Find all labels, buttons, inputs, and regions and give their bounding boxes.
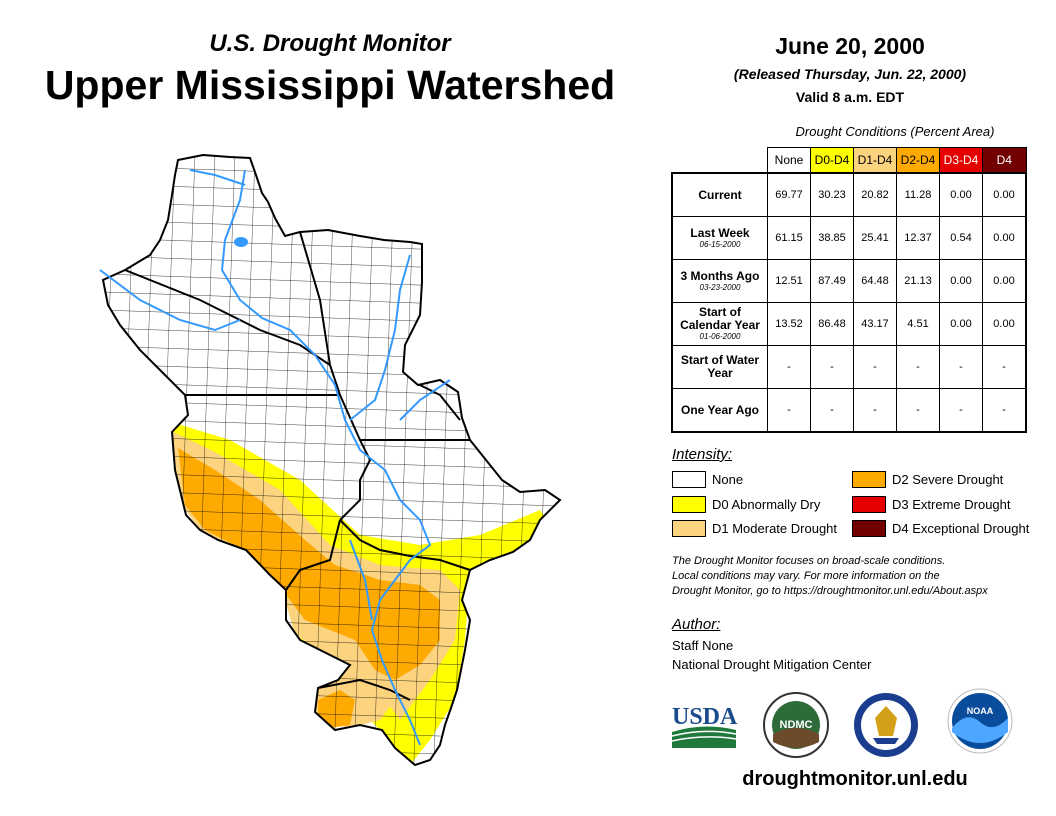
svg-text:NOAA: NOAA [967, 706, 994, 716]
author-title: Author: [672, 616, 721, 633]
cell: 0.00 [982, 302, 1027, 346]
website-url[interactable]: droughtmonitor.unl.edu [742, 768, 968, 790]
cell: - [853, 388, 897, 433]
legend-item-none: None [672, 471, 743, 488]
table-row: Last Week 06-15-2000 61.15 38.85 25.41 12… [671, 216, 1027, 260]
legend-item-d4: D4 Exceptional Drought [852, 520, 1029, 537]
rivers [99, 169, 451, 746]
row-label: Last Week 06-15-2000 [671, 216, 768, 260]
col-none: None [767, 147, 811, 174]
svg-text:NDMC: NDMC [780, 719, 813, 731]
conditions-table: None D0-D4 D1-D4 D2-D4 D3-D4 D4 Current … [671, 147, 1027, 433]
cell: - [939, 388, 983, 433]
table-header-row: None D0-D4 D1-D4 D2-D4 D3-D4 D4 [672, 147, 1027, 174]
cell: 0.00 [982, 259, 1027, 303]
cell: 20.82 [853, 172, 897, 217]
cell: 21.13 [896, 259, 940, 303]
cell: 30.23 [810, 172, 854, 217]
cell: - [896, 345, 940, 389]
legend-swatch [672, 471, 706, 488]
table-caption: Drought Conditions (Percent Area) [795, 124, 995, 139]
header-blank [672, 148, 768, 174]
cell: - [939, 345, 983, 389]
cell: 12.37 [896, 216, 940, 260]
cell: 0.00 [939, 172, 983, 217]
cell: 0.00 [939, 302, 983, 346]
ndmc-logo: NDMC [763, 692, 829, 758]
cell: - [896, 388, 940, 433]
cell: 69.77 [767, 172, 811, 217]
cell: - [982, 345, 1027, 389]
legend-swatch [852, 496, 886, 513]
legend-swatch [672, 520, 706, 537]
col-d3-d4: D3-D4 [939, 147, 983, 174]
cell: 0.00 [982, 172, 1027, 217]
cell: 13.52 [767, 302, 811, 346]
author-org: National Drought Mitigation Center [672, 657, 872, 672]
table-row: Start of Water Year - - - - - - [671, 345, 1027, 389]
commerce-seal-logo [854, 693, 918, 757]
table-row: 3 Months Ago 03-23-2000 12.51 87.49 64.48… [671, 259, 1027, 303]
row-label: Start of Water Year [671, 345, 768, 389]
svg-text:USDA: USDA [672, 704, 738, 730]
cell: 43.17 [853, 302, 897, 346]
disclaimer-note: The Drought Monitor focuses on broad-sca… [672, 555, 988, 597]
legend-swatch [672, 496, 706, 513]
cell: 25.41 [853, 216, 897, 260]
row-label: 3 Months Ago 03-23-2000 [671, 259, 768, 303]
cell: 0.00 [939, 259, 983, 303]
cell: 61.15 [767, 216, 811, 260]
basin-outline [101, 153, 562, 767]
map-date: June 20, 2000 [775, 33, 925, 59]
legend-swatch [852, 520, 886, 537]
table-row: Start of Calendar Year 01-06-2000 13.52 8… [671, 302, 1027, 346]
cell: - [853, 345, 897, 389]
col-d1-d4: D1-D4 [853, 147, 897, 174]
row-label: Start of Calendar Year 01-06-2000 [671, 302, 768, 346]
legend-item-d3: D3 Extreme Drought [852, 496, 1011, 513]
program-title: U.S. Drought Monitor [209, 30, 451, 57]
cell: 4.51 [896, 302, 940, 346]
cell: 0.54 [939, 216, 983, 260]
legend-item-d1: D1 Moderate Drought [672, 520, 837, 537]
table-row: One Year Ago - - - - - - [671, 388, 1027, 433]
row-label: Current [671, 172, 768, 217]
cell: - [810, 345, 854, 389]
cell: - [982, 388, 1027, 433]
legend-item-d0: D0 Abnormally Dry [672, 496, 820, 513]
release-date: (Released Thursday, Jun. 22, 2000) [733, 66, 967, 82]
region-title: Upper Mississippi Watershed [44, 62, 616, 108]
cell: 11.28 [896, 172, 940, 217]
cell: 0.00 [982, 216, 1027, 260]
cell: 38.85 [810, 216, 854, 260]
noaa-logo: NOAA [947, 688, 1013, 754]
usda-logo: USDA [671, 704, 738, 748]
drought-map [99, 153, 562, 767]
cell: 12.51 [767, 259, 811, 303]
legend-item-d2: D2 Severe Drought [852, 471, 1003, 488]
legend-title: Intensity: [672, 446, 733, 463]
cell: 86.48 [810, 302, 854, 346]
cell: - [767, 345, 811, 389]
col-d0-d4: D0-D4 [810, 147, 854, 174]
lake [234, 237, 248, 247]
col-d4: D4 [982, 147, 1027, 174]
cell: - [767, 388, 811, 433]
cell: 87.49 [810, 259, 854, 303]
cell: - [810, 388, 854, 433]
col-d2-d4: D2-D4 [896, 147, 940, 174]
table-row: Current 69.77 30.23 20.82 11.28 0.00 0.0… [671, 172, 1027, 217]
valid-time: Valid 8 a.m. EDT [795, 89, 905, 105]
author-name: Staff None [672, 638, 734, 653]
row-label: One Year Ago [671, 388, 768, 433]
cell: 64.48 [853, 259, 897, 303]
legend-swatch [852, 471, 886, 488]
